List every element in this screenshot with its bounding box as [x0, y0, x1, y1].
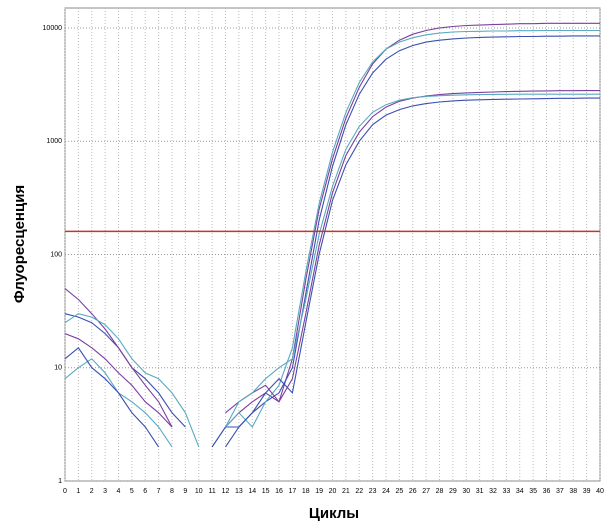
y-tick-label: 1 [58, 478, 62, 485]
x-tick-label: 30 [462, 488, 470, 495]
x-tick-label: 39 [583, 488, 591, 495]
x-tick-label: 25 [395, 488, 403, 495]
x-tick-label: 15 [262, 488, 270, 495]
x-tick-label: 1 [76, 488, 80, 495]
x-tick-label: 3 [103, 488, 107, 495]
x-tick-label: 34 [516, 488, 524, 495]
x-tick-label: 38 [569, 488, 577, 495]
x-tick-label: 20 [329, 488, 337, 495]
x-tick-label: 27 [422, 488, 430, 495]
x-tick-label: 11 [208, 488, 215, 495]
x-tick-label: 4 [117, 488, 121, 495]
x-tick-label: 16 [275, 488, 283, 495]
x-tick-label: 23 [369, 488, 377, 495]
x-tick-label: 12 [222, 488, 230, 495]
x-tick-label: 24 [382, 488, 390, 495]
x-tick-label: 40 [596, 488, 604, 495]
x-tick-label: 22 [355, 488, 363, 495]
x-tick-label: 8 [170, 488, 174, 495]
y-tick-label: 100 [50, 251, 62, 258]
x-tick-label: 28 [436, 488, 444, 495]
y-tick-label: 10 [54, 365, 62, 372]
x-tick-label: 18 [302, 488, 310, 495]
x-tick-label: 14 [248, 488, 256, 495]
x-tick-label: 35 [529, 488, 537, 495]
x-tick-label: 0 [63, 488, 67, 495]
x-tick-label: 36 [543, 488, 551, 495]
x-tick-label: 32 [489, 488, 497, 495]
amplification-curve [64, 93, 600, 448]
x-tick-label: 19 [315, 488, 323, 495]
x-tick-label: 31 [476, 488, 484, 495]
x-tick-label: 7 [157, 488, 161, 495]
y-axis-title: Флуоресценция [11, 185, 28, 303]
x-tick-label: 5 [130, 488, 134, 495]
x-tick-label: 9 [183, 488, 187, 495]
x-axis-title: Циклы [309, 505, 359, 522]
x-tick-label: 13 [235, 488, 243, 495]
x-tick-label: 37 [556, 488, 564, 495]
y-tick-label: 1000 [46, 138, 62, 145]
x-tick-label: 6 [143, 488, 147, 495]
x-tick-label: 33 [502, 488, 510, 495]
y-tick-label: 10000 [43, 25, 63, 32]
x-tick-label: 29 [449, 488, 457, 495]
amplification-curve [64, 22, 600, 428]
x-tick-label: 17 [288, 488, 296, 495]
x-tick-label: 2 [90, 488, 94, 495]
x-tick-label: 21 [342, 488, 350, 495]
x-tick-label: 26 [409, 488, 417, 495]
amplification-curve [64, 97, 600, 448]
x-tick-label: 10 [195, 488, 203, 495]
